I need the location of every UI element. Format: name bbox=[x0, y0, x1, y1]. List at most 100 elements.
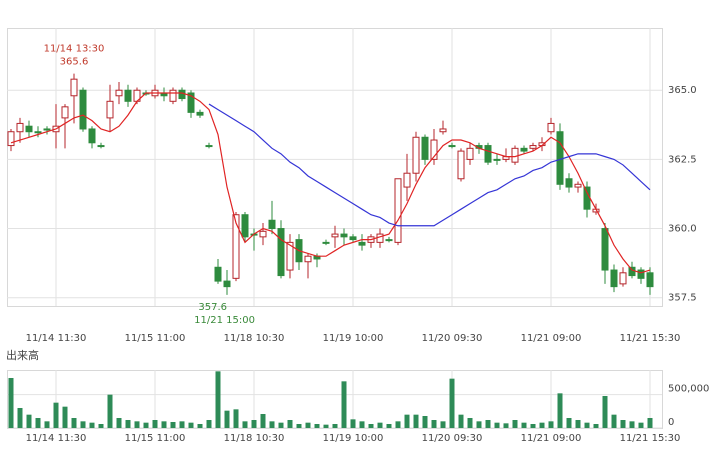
x-tick-label: 11/15 11:00 bbox=[125, 433, 186, 444]
candle-body bbox=[61, 106, 69, 119]
candle-body bbox=[268, 219, 276, 230]
candle-body bbox=[340, 233, 348, 238]
x-tick-label: 11/14 11:30 bbox=[26, 333, 87, 344]
candle-body bbox=[610, 269, 618, 288]
volume-bar bbox=[224, 410, 230, 428]
x-tick-label: 11/18 10:30 bbox=[224, 333, 285, 344]
x-tick-label: 11/21 09:00 bbox=[521, 333, 582, 344]
volume-bar bbox=[341, 381, 347, 428]
volume-frame bbox=[7, 370, 663, 429]
candle-body bbox=[511, 147, 519, 163]
volume-bar bbox=[413, 414, 419, 428]
candle-body bbox=[619, 272, 627, 285]
x-tick-label: 11/20 09:30 bbox=[422, 333, 483, 344]
candle-body bbox=[358, 241, 366, 246]
volume-bar bbox=[485, 420, 491, 428]
y-tick-label: 365.0 bbox=[668, 85, 697, 96]
candle-body bbox=[529, 145, 537, 149]
volume-bar bbox=[170, 422, 176, 428]
x-tick-label: 11/21 15:30 bbox=[620, 333, 681, 344]
candle-body bbox=[394, 178, 402, 243]
volume-bar bbox=[593, 424, 599, 428]
volume-bar bbox=[62, 406, 68, 428]
volume-bar bbox=[629, 421, 635, 428]
candle-body bbox=[259, 230, 267, 238]
volume-bar bbox=[332, 424, 338, 428]
volume-bar bbox=[440, 421, 446, 428]
volume-bar bbox=[521, 422, 527, 428]
candle-body bbox=[322, 241, 330, 244]
candle-body bbox=[43, 128, 51, 131]
volume-bar bbox=[269, 421, 275, 428]
candle-body bbox=[106, 100, 114, 119]
volume-bar bbox=[620, 420, 626, 428]
candle-body bbox=[97, 145, 105, 148]
volume-bar bbox=[566, 418, 572, 428]
volume-bar bbox=[98, 424, 104, 428]
candle-body bbox=[547, 122, 555, 133]
x-tick-label: 11/19 10:00 bbox=[323, 433, 384, 444]
candle-body bbox=[205, 145, 213, 148]
volume-bar bbox=[638, 422, 644, 428]
volume-bar bbox=[134, 421, 140, 428]
volume-bar bbox=[467, 418, 473, 428]
volume-bar bbox=[458, 414, 464, 428]
volume-bar bbox=[296, 424, 302, 428]
candle-body bbox=[646, 272, 654, 288]
x-tick-label: 11/20 09:30 bbox=[422, 433, 483, 444]
candle-body bbox=[7, 131, 15, 147]
x-tick-label: 11/21 09:00 bbox=[521, 433, 582, 444]
volume-bar bbox=[512, 420, 518, 428]
candle-body bbox=[34, 131, 42, 134]
candle-body bbox=[466, 147, 474, 160]
candle-body bbox=[556, 131, 564, 185]
volume-bar bbox=[215, 371, 221, 428]
volume-bar bbox=[161, 421, 167, 428]
y-tick-label: 357.5 bbox=[668, 293, 697, 304]
candle-body bbox=[565, 178, 573, 188]
volume-bar bbox=[71, 418, 77, 428]
x-tick-label: 11/15 11:00 bbox=[125, 333, 186, 344]
volume-bar bbox=[17, 408, 23, 428]
candle-body bbox=[277, 228, 285, 277]
volume-bar bbox=[116, 418, 122, 428]
candle-body bbox=[520, 147, 528, 152]
x-tick-label: 11/19 10:00 bbox=[323, 333, 384, 344]
volume-bar bbox=[530, 424, 536, 428]
volume-bar bbox=[233, 409, 239, 428]
volume-bar bbox=[611, 414, 617, 428]
volume-bar bbox=[206, 420, 212, 428]
candle-body bbox=[286, 241, 294, 271]
candle-body bbox=[16, 122, 24, 133]
candle-body bbox=[115, 89, 123, 97]
volume-bar bbox=[494, 422, 500, 428]
candle-body bbox=[601, 228, 609, 271]
volume-tick-label: 0 bbox=[668, 417, 674, 428]
candle-body bbox=[178, 89, 186, 100]
volume-bar bbox=[431, 420, 437, 428]
candle-body bbox=[385, 239, 393, 242]
candle-body bbox=[628, 266, 636, 277]
volume-bar bbox=[449, 378, 455, 428]
candle-body bbox=[637, 269, 645, 279]
volume-bar bbox=[350, 419, 356, 428]
volume-bar bbox=[35, 418, 41, 428]
candle-body bbox=[169, 89, 177, 102]
volume-bar bbox=[53, 402, 59, 428]
candle-body bbox=[79, 89, 87, 130]
candle-body bbox=[25, 125, 33, 133]
volume-bar bbox=[422, 416, 428, 428]
volume-bar bbox=[359, 421, 365, 428]
candle-body bbox=[241, 214, 249, 238]
moving-average bbox=[10, 92, 651, 274]
x-tick-label: 11/18 10:30 bbox=[224, 433, 285, 444]
volume-bar bbox=[179, 421, 185, 428]
candle-body bbox=[403, 172, 411, 188]
volume-bar bbox=[503, 423, 509, 428]
volume-bar bbox=[242, 421, 248, 428]
volume-bar bbox=[107, 394, 113, 428]
volume-bar bbox=[476, 421, 482, 428]
max-time: 11/14 13:30 bbox=[44, 44, 105, 55]
price-frame bbox=[7, 28, 663, 307]
